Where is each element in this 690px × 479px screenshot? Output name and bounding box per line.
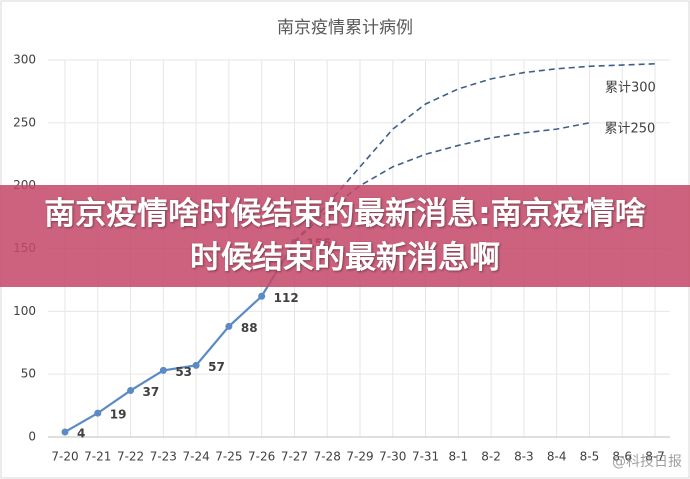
chart-title: 南京疫情累计病例 <box>277 18 413 38</box>
series-label: 累计300 <box>605 80 656 95</box>
x-tick-label: 7-25 <box>215 450 242 464</box>
data-label: 53 <box>175 365 192 379</box>
banner: 南京疫情啥时候结束的最新消息:南京疫情啥时候结束的最新消息啊 <box>0 185 690 287</box>
x-tick-label: 7-21 <box>84 450 111 464</box>
data-point <box>61 428 69 436</box>
data-point <box>258 292 266 300</box>
x-tick-label: 7-23 <box>150 450 177 464</box>
x-tick-label: 8-3 <box>514 450 534 464</box>
data-point <box>159 366 167 374</box>
x-tick-label: 8-4 <box>547 450 567 464</box>
data-label: 88 <box>241 321 258 335</box>
data-point <box>192 361 200 369</box>
x-tick-label: 7-20 <box>51 450 78 464</box>
x-tick-label: 7-24 <box>182 450 209 464</box>
x-tick-label: 8-2 <box>481 450 501 464</box>
data-label: 57 <box>208 360 225 374</box>
x-tick-label: 7-29 <box>346 450 373 464</box>
y-tick-label: 100 <box>13 304 36 318</box>
x-tick-label: 7-22 <box>117 450 144 464</box>
y-tick-label: 50 <box>21 367 36 381</box>
x-tick-label: 7-27 <box>281 450 308 464</box>
x-tick-label: 7-28 <box>314 450 341 464</box>
x-tick-label: 8-7 <box>645 450 665 464</box>
x-tick-label: 7-31 <box>412 450 439 464</box>
series-label: 累计250 <box>604 121 655 136</box>
x-tick-label: 8-5 <box>580 450 600 464</box>
banner-text: 南京疫情啥时候结束的最新消息:南京疫情啥时候结束的最新消息啊 <box>44 196 646 276</box>
y-tick-label: 0 <box>28 430 36 444</box>
data-line <box>64 241 296 433</box>
projection-line <box>293 62 656 243</box>
x-tick-label: 8-1 <box>449 450 469 464</box>
y-tick-label: 250 <box>13 115 36 129</box>
y-tick-label: 300 <box>13 53 36 67</box>
data-label: 19 <box>110 408 127 422</box>
x-tick-label: 8-6 <box>612 450 632 464</box>
data-label: 112 <box>274 291 299 305</box>
data-point <box>127 387 135 395</box>
x-tick-label: 7-26 <box>248 450 275 464</box>
data-point <box>225 322 233 330</box>
data-label: 4 <box>77 426 85 440</box>
data-label: 37 <box>143 385 160 399</box>
x-tick-label: 7-30 <box>379 450 406 464</box>
data-point <box>94 409 102 417</box>
watermark: @科技日报 <box>612 454 682 470</box>
